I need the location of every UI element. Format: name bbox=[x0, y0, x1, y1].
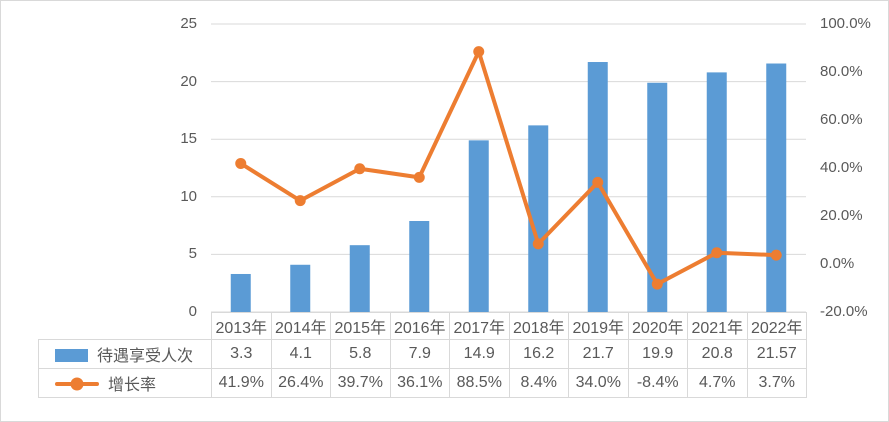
bar-value-cell: 16.2 bbox=[508, 339, 569, 369]
line-series-row: 增长率 41.9% 26.4% 39.7% 36.1% 88.5% 8.4% 34.0% -8… bbox=[38, 368, 807, 398]
year-header-cell: 2022年 bbox=[746, 312, 807, 340]
bar-value-cell: 4.1 bbox=[270, 339, 331, 369]
bar-series-row: 待遇享受人次 3.3 4.1 5.8 7.9 14.9 16.2 21.7 19.9 20.8 2… bbox=[38, 339, 807, 369]
bar-value-cell: 3.3 bbox=[211, 339, 272, 369]
bar-series-swatch-icon bbox=[55, 348, 88, 362]
bar-series-label: 待遇享受人次 bbox=[97, 348, 194, 365]
left-axis-tick: 20 bbox=[180, 72, 197, 90]
year-header-cell: 2019年 bbox=[568, 312, 629, 340]
growth-line bbox=[239, 49, 777, 287]
right-axis-tick: 40.0% bbox=[820, 159, 863, 176]
line-marker-2015年 bbox=[354, 163, 366, 175]
right-axis-tick: 100.0% bbox=[820, 15, 871, 32]
bar-value-cell: 19.9 bbox=[627, 339, 688, 369]
line-marker-2022年 bbox=[770, 249, 782, 261]
year-header-cell: 2018年 bbox=[508, 312, 569, 340]
growth-value-cell: 41.9% bbox=[211, 368, 272, 398]
year-header-cell: 2017年 bbox=[449, 312, 510, 340]
year-header-cell: 2013年 bbox=[211, 312, 272, 340]
legend-cell-bar-series: 待遇享受人次 bbox=[38, 339, 212, 369]
year-header-cell: 2015年 bbox=[330, 312, 391, 340]
growth-value-cell: 34.0% bbox=[568, 368, 629, 398]
growth-value-cell: 39.7% bbox=[330, 368, 391, 398]
left-axis-tick: 15 bbox=[180, 130, 197, 148]
bar-2015年 bbox=[349, 245, 370, 312]
bar-2016年 bbox=[409, 220, 430, 312]
line-series-swatch-icon bbox=[55, 377, 99, 391]
bar-value-cell: 20.8 bbox=[687, 339, 748, 369]
right-axis-tick: 20.0% bbox=[820, 207, 863, 224]
growth-value-cell: -8.4% bbox=[627, 368, 688, 398]
line-marker-2013年 bbox=[235, 157, 247, 169]
bar-value-cell: 5.8 bbox=[330, 339, 391, 369]
line-series-label: 增长率 bbox=[108, 377, 157, 394]
bar-value-cell: 14.9 bbox=[449, 339, 510, 369]
right-axis-tick: 60.0% bbox=[820, 111, 863, 128]
chart-data-table: 2013年 2014年 2015年 2016年 2017年 2018年 2019年 2020年… bbox=[38, 312, 807, 398]
line-marker-2021年 bbox=[711, 247, 723, 259]
growth-value-cell: 26.4% bbox=[270, 368, 331, 398]
line-marker-2017年 bbox=[473, 46, 485, 58]
right-axis-tick: 0.0% bbox=[820, 255, 855, 272]
line-marker-2014年 bbox=[294, 195, 306, 207]
growth-value-cell: 36.1% bbox=[389, 368, 450, 398]
bar-2014年 bbox=[290, 264, 311, 312]
left-axis-tick: 5 bbox=[188, 245, 197, 263]
category-header-row: 2013年 2014年 2015年 2016年 2017年 2018年 2019年 2020年… bbox=[39, 312, 807, 340]
line-marker-2019年 bbox=[592, 176, 604, 188]
bar-2021年 bbox=[706, 72, 727, 312]
growth-value-cell: 88.5% bbox=[449, 368, 510, 398]
growth-value-cell: 3.7% bbox=[746, 368, 807, 398]
left-axis-tick: 25 bbox=[180, 15, 197, 32]
left-axis-tick: 10 bbox=[180, 187, 197, 205]
line-marker-2018年 bbox=[532, 238, 544, 250]
growth-value-cell: 4.7% bbox=[687, 368, 748, 398]
left-axis-tick: 0 bbox=[188, 303, 197, 320]
bar-value-cell: 7.9 bbox=[389, 339, 450, 369]
table-corner-blank bbox=[39, 313, 212, 340]
bar-2017年 bbox=[468, 140, 489, 312]
right-axis-tick: -20.0% bbox=[820, 303, 868, 320]
bar-2022年 bbox=[766, 63, 787, 313]
year-header-cell: 2021年 bbox=[687, 312, 748, 340]
growth-value-cell: 8.4% bbox=[508, 368, 569, 398]
year-header-cell: 2020年 bbox=[627, 312, 688, 340]
right-axis-tick: 80.0% bbox=[820, 63, 863, 80]
bar-2013年 bbox=[230, 273, 251, 312]
bar-value-cell: 21.7 bbox=[568, 339, 629, 369]
legend-cell-line-series: 增长率 bbox=[38, 368, 212, 398]
bar-value-cell: 21.57 bbox=[746, 339, 807, 369]
year-header-cell: 2016年 bbox=[389, 312, 450, 340]
year-header-cell: 2014年 bbox=[270, 312, 331, 340]
line-marker-2016年 bbox=[413, 171, 425, 183]
bar-2018年 bbox=[528, 125, 549, 312]
line-marker-2020年 bbox=[651, 278, 663, 290]
bar-2020年 bbox=[647, 82, 668, 312]
